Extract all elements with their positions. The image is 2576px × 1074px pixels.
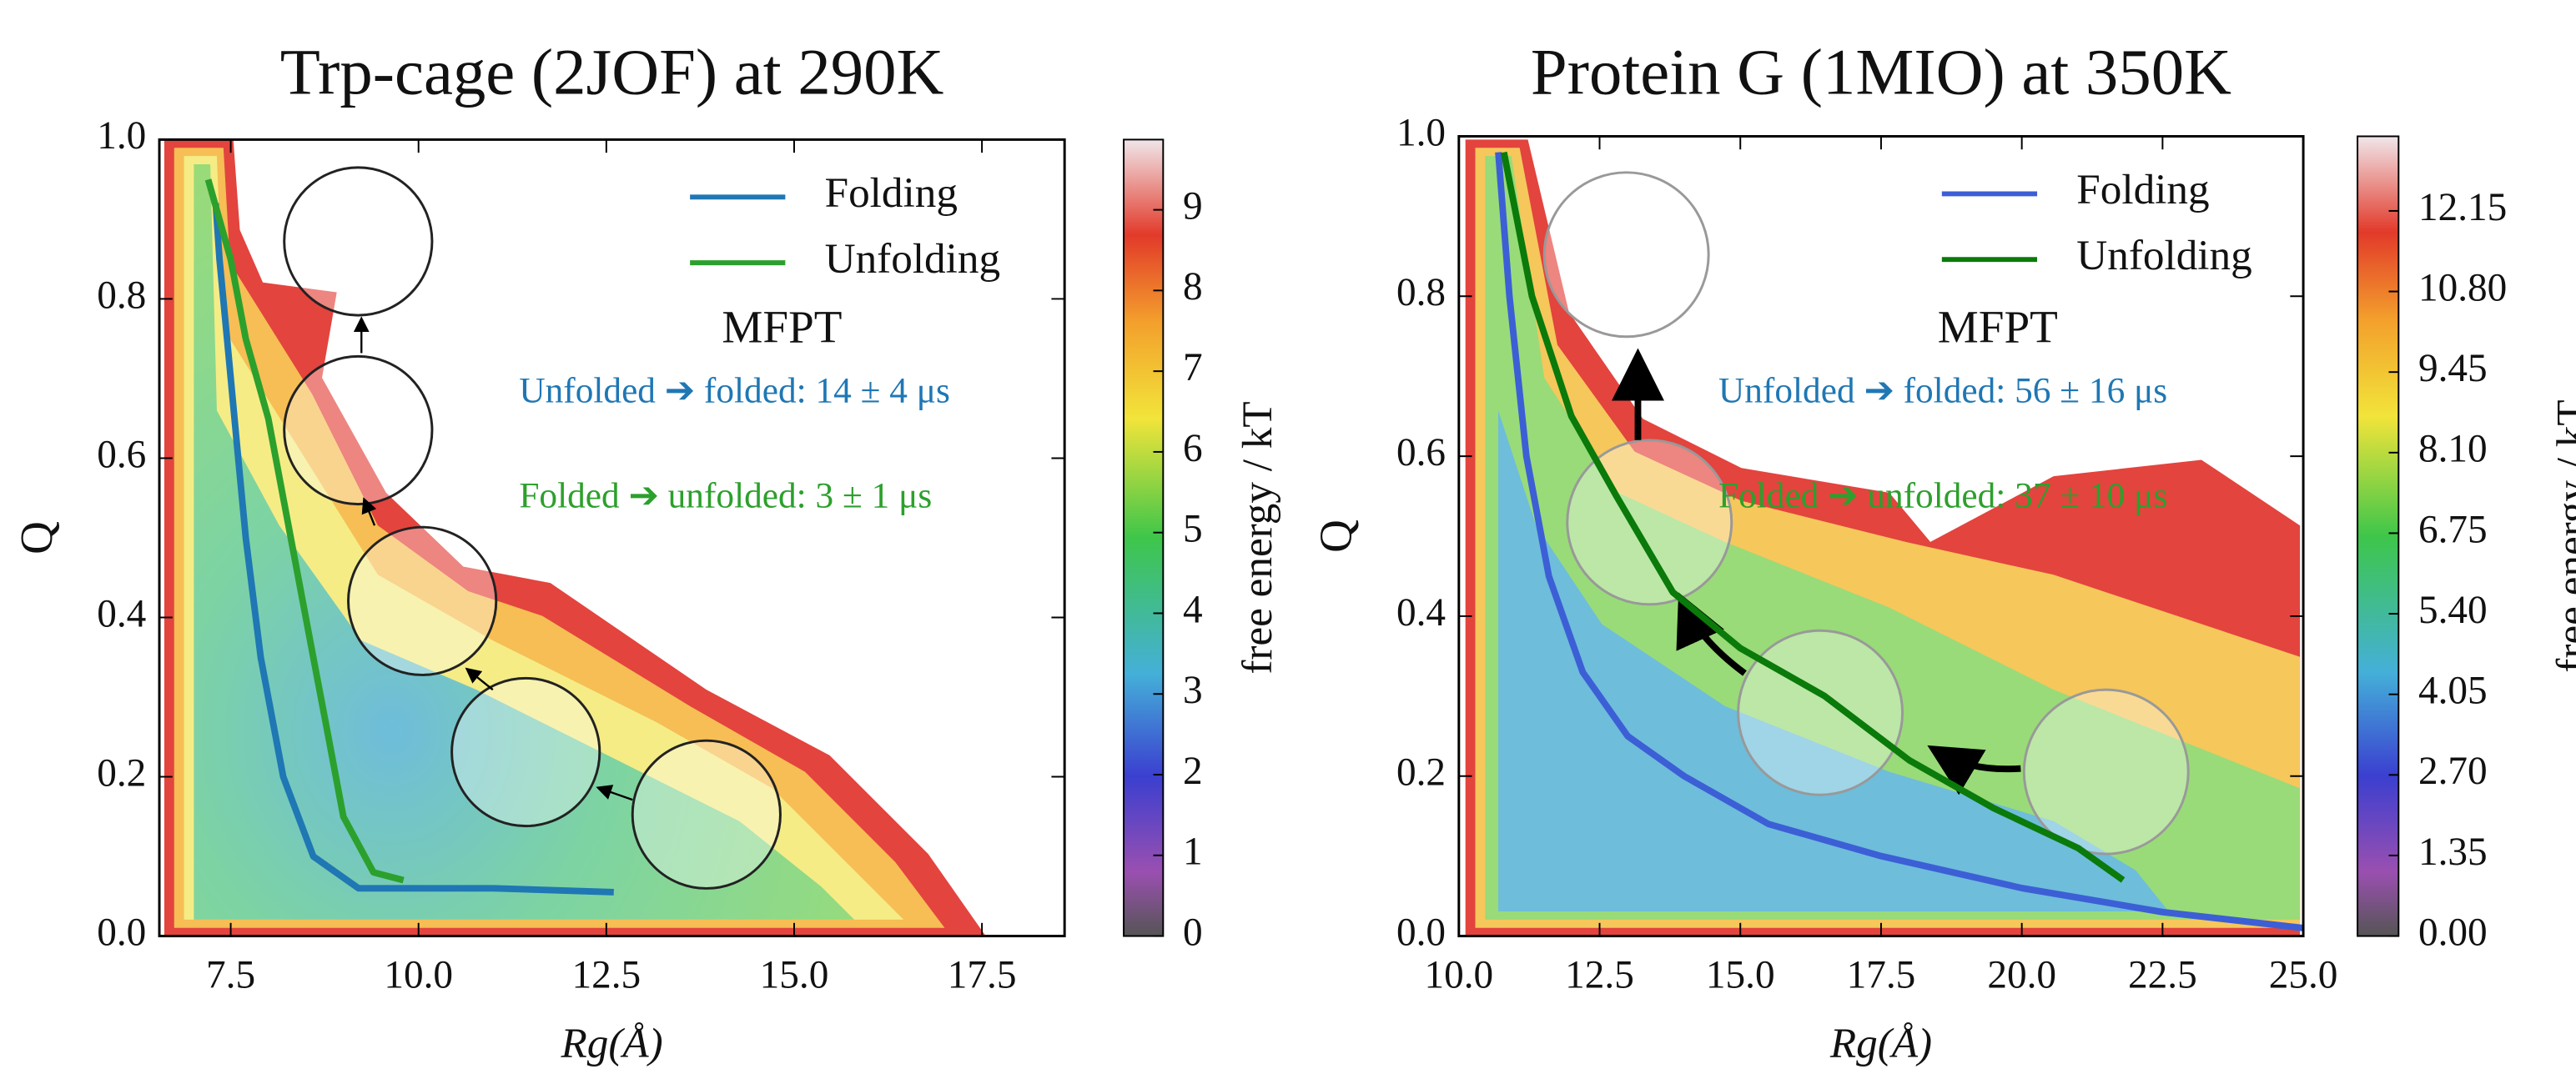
annotation: Unfolded ➔ folded: 14 ± 4 μs [519, 369, 950, 411]
x-tick-label: 7.5 [206, 954, 255, 997]
colorbar-tick-label: 1.35 [2418, 831, 2488, 874]
colorbar-tick-label: 2 [1183, 750, 1203, 793]
colorbar [1123, 138, 1165, 937]
colorbar-tick-label: 1 [1183, 831, 1203, 874]
x-tick-label: 17.5 [948, 954, 1017, 997]
plot-frame [158, 138, 1066, 938]
x-tick-label: 12.5 [571, 954, 641, 997]
annotation-box: Unfolded ➔ folded: 14 ± 4 μs [519, 369, 950, 411]
chart-title: Protein G (1MIO) at 350K [1531, 37, 2231, 109]
series-line [212, 203, 614, 896]
series-line [204, 178, 405, 884]
colorbar-tick-label: 7 [1183, 346, 1203, 389]
colorbar-tick-label: 0 [1183, 911, 1203, 954]
series-line [1500, 151, 2126, 883]
series-line [1495, 152, 2304, 931]
colorbar-tick-label: 6.75 [2418, 508, 2488, 551]
y-tick-label: 0.2 [97, 751, 146, 795]
y-tick-label: 1.0 [1396, 111, 1446, 154]
colorbar-tick-label: 3 [1183, 669, 1203, 712]
y-axis-label: Q [11, 521, 62, 555]
y-tick-label: 1.0 [97, 114, 146, 158]
colorbar-tick-label: 4 [1183, 588, 1203, 631]
colorbar-tick-label: 12.15 [2418, 186, 2507, 229]
chart-title: Trp-cage (2JOF) at 290K [280, 37, 944, 109]
x-axis-label: Rg(Å) [1829, 1020, 1932, 1067]
colorbar [2357, 135, 2400, 937]
x-tick-label: 25.0 [2269, 954, 2338, 997]
colorbar-tick-label: 5 [1183, 508, 1203, 551]
colorbar-tick-label: 9.45 [2418, 347, 2488, 390]
annotation: Unfolded ➔ folded: 56 ± 16 μs [1718, 369, 2168, 411]
x-tick-label: 15.0 [760, 954, 829, 997]
y-tick-label: 0.6 [97, 433, 146, 476]
y-tick-label: 0.0 [97, 911, 146, 954]
y-tick-label: 0.8 [97, 274, 146, 317]
y-tick-label: 0.6 [1396, 431, 1446, 474]
annotation-box: Unfolded ➔ folded: 56 ± 16 μs [1718, 369, 2168, 411]
x-tick-label: 10.0 [1424, 954, 1493, 997]
arrows [353, 316, 2021, 801]
x-tick-label: 12.5 [1565, 954, 1634, 997]
energy-landscape-right [1465, 139, 2301, 936]
annotation: Folded ➔ unfolded: 37 ± 10 μs [1718, 474, 2168, 516]
colorbar-tick-label: 2.70 [2418, 750, 2488, 793]
legend-label: Folding [2076, 166, 2209, 213]
colorbar-tick-label: 6 [1183, 427, 1203, 470]
colorbar-tick-label: 8.10 [2418, 428, 2488, 471]
colorbar-label: free energy / kT [1234, 401, 1281, 674]
x-tick-label: 10.0 [384, 954, 453, 997]
annotation-title: MFPT [1938, 301, 2058, 352]
x-tick-label: 20.0 [1987, 954, 2056, 997]
colorbar-tick-label: 5.40 [2418, 589, 2488, 632]
legend-label: Unfolding [2076, 232, 2251, 279]
y-tick-label: 0.2 [1396, 751, 1446, 795]
y-tick-label: 0.8 [1396, 271, 1446, 314]
legend-label: Folding [825, 169, 958, 217]
colorbar-label: free energy / kT [2548, 399, 2576, 672]
colorbar-tick-label: 9 [1183, 184, 1203, 228]
colorbar-tick-label: 0.00 [2418, 911, 2488, 954]
y-tick-label: 0.0 [1396, 911, 1446, 954]
colorbar-tick-label: 10.80 [2418, 266, 2507, 309]
legend-label: Unfolding [825, 235, 1000, 283]
y-axis-label: Q [1311, 519, 1361, 553]
x-tick-label: 17.5 [1847, 954, 1916, 997]
colorbar-tick-label: 4.05 [2418, 670, 2488, 713]
annotation-title: MFPT [722, 301, 842, 352]
colorbar-tick-label: 8 [1183, 265, 1203, 309]
annotation: Folded ➔ unfolded: 3 ± 1 μs [519, 474, 933, 516]
annotation-box: Folded ➔ unfolded: 37 ± 10 μs [1718, 474, 2168, 516]
energy-landscape-left [164, 139, 986, 936]
x-tick-label: 22.5 [2128, 954, 2197, 997]
annotation-box: Folded ➔ unfolded: 3 ± 1 μs [519, 474, 933, 516]
y-tick-label: 0.4 [1396, 591, 1446, 635]
x-tick-label: 15.0 [1706, 954, 1775, 997]
y-tick-label: 0.4 [97, 592, 146, 635]
x-axis-label: Rg(Å) [560, 1020, 662, 1067]
